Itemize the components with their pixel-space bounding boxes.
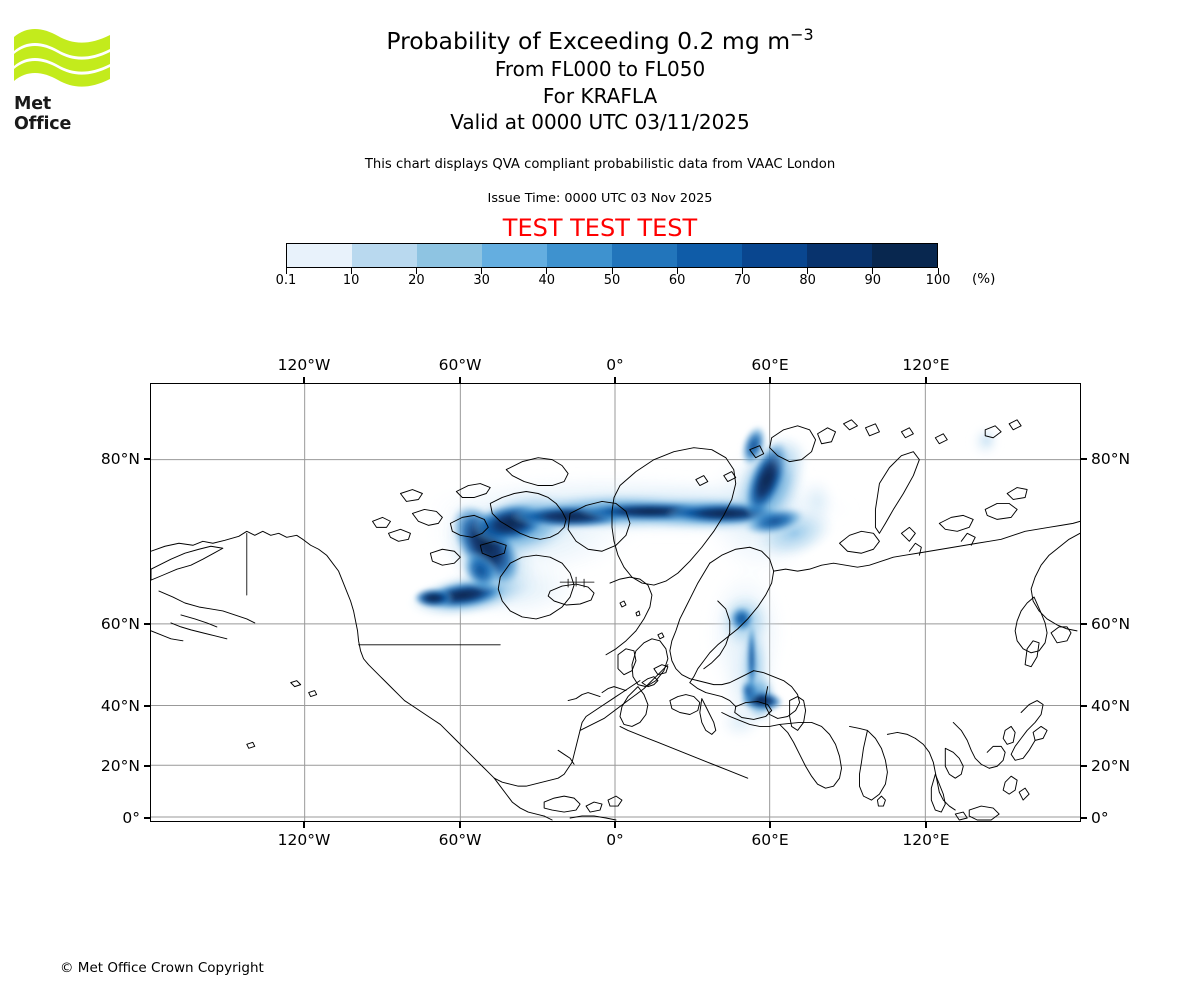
lat-tickmark-4-1	[1081, 817, 1087, 819]
colorbar-gradient	[286, 243, 938, 268]
colorbar-tick-label-4: 40	[538, 273, 556, 288]
lon-tick-label-bottom-4: 120°E	[902, 831, 950, 849]
colorbar-segment-7	[742, 244, 807, 267]
lat-tickmark-0-0	[144, 458, 150, 460]
valid-time-subtitle: Valid at 0000 UTC 03/11/2025	[450, 110, 750, 134]
lon-tick-label-bottom-1: 60°W	[438, 831, 482, 849]
lon-tickmark-1-1	[459, 822, 461, 828]
colorbar-tick-4	[546, 268, 548, 274]
colorbar-unit-label: (%)	[972, 271, 996, 287]
lat-tickmark-0-1	[1081, 458, 1087, 460]
probability-colorbar: 0.1 10 20 30 40 50 60 70 80 90 100	[276, 243, 950, 288]
lon-tick-label-top-2: 0°	[606, 356, 624, 374]
page-title: Probability of Exceeding 0.2 mg m−3	[0, 26, 1200, 56]
colorbar-segment-0	[287, 244, 352, 267]
qva-compliance-note: This chart displays QVA compliant probab…	[364, 157, 836, 172]
lat-tickmark-2-1	[1081, 705, 1087, 707]
map-gridlines	[151, 384, 1080, 821]
colorbar-tick-5	[611, 268, 613, 274]
main-title-exponent: −3	[790, 25, 814, 45]
colorbar-tick-label-7: 70	[734, 273, 751, 288]
lon-tick-label-top-1: 60°W	[438, 356, 482, 374]
lon-tickmark-1-0	[459, 377, 461, 383]
issue-time-label: Issue Time: 0000 UTC 03 Nov 2025	[487, 191, 713, 206]
colorbar-segment-4	[547, 244, 612, 267]
colorbar-tick-label-0: 0.1	[275, 273, 297, 288]
colorbar-tick-9	[872, 268, 874, 274]
colorbar-tick-6	[676, 268, 678, 274]
colorbar-tick-1	[350, 268, 352, 274]
colorbar-segment-1	[352, 244, 417, 267]
lon-tick-label-top-3: 60°E	[751, 356, 789, 374]
lon-tick-label-top-4: 120°E	[902, 356, 950, 374]
lon-tickmark-4-0	[925, 377, 927, 383]
lon-tickmark-3-0	[769, 377, 771, 383]
met-office-logo-text: Met Office	[14, 94, 72, 134]
colorbar-tick-label-1: 10	[342, 273, 360, 288]
lat-tick-label-left-4: 0°	[122, 809, 140, 827]
volcano-subtitle: For KRAFLA	[542, 83, 658, 108]
lat-tickmark-3-0	[144, 765, 150, 767]
lon-tickmark-0-0	[303, 377, 305, 383]
met-office-logo: Met Office	[14, 27, 110, 134]
colorbar-tick-label-9: 90	[864, 273, 882, 288]
lat-tickmark-2-0	[144, 705, 150, 707]
colorbar-tick-label-5: 50	[603, 273, 621, 288]
lat-tick-label-right-0: 80°N	[1091, 450, 1131, 468]
main-title-text: Probability of Exceeding 0.2 mg m	[386, 27, 791, 55]
colorbar-segment-8	[807, 244, 872, 267]
lon-tickmark-0-1	[303, 822, 305, 828]
lat-tickmark-1-0	[144, 623, 150, 625]
lon-tickmark-2-1	[614, 822, 616, 828]
colorbar-segment-2	[417, 244, 482, 267]
colorbar-segment-5	[612, 244, 677, 267]
colorbar-tick-label-2: 20	[408, 273, 425, 288]
lon-tick-label-top-0: 120°W	[277, 356, 331, 374]
lat-tick-label-right-2: 40°N	[1091, 697, 1131, 715]
colorbar-tick-label-6: 60	[668, 273, 686, 288]
test-banner: TEST TEST TEST	[502, 214, 698, 242]
colorbar-tick-2	[415, 268, 417, 274]
lat-tick-label-right-4: 0°	[1091, 809, 1109, 827]
colorbar-tick-labels: 0.1 10 20 30 40 50 60 70 80 90 100	[276, 273, 951, 291]
lat-tick-label-left-2: 40°N	[100, 697, 140, 715]
lat-tick-label-left-0: 80°N	[100, 450, 140, 468]
colorbar-tick-3	[481, 268, 483, 274]
lat-tick-label-right-1: 60°N	[1091, 615, 1131, 633]
flight-level-subtitle: From FL000 to FL050	[494, 57, 706, 81]
ash-probability-map	[150, 383, 1081, 822]
lat-tick-label-left-3: 20°N	[100, 757, 140, 775]
colorbar-segment-6	[677, 244, 742, 267]
colorbar-tick-label-8: 80	[799, 273, 816, 288]
colorbar-tick-7	[741, 268, 743, 274]
lat-tickmark-3-1	[1081, 765, 1087, 767]
lon-tickmark-3-1	[769, 822, 771, 828]
colorbar-tick-label-3: 30	[473, 273, 490, 288]
coastlines	[151, 419, 1080, 821]
colorbar-tick-8	[807, 268, 809, 274]
lon-tick-label-bottom-0: 120°W	[277, 831, 331, 849]
lat-tickmark-4-0	[144, 817, 150, 819]
colorbar-tick-label-10: 100	[925, 273, 951, 288]
map-canvas	[151, 384, 1080, 821]
lat-tick-label-left-1: 60°N	[100, 615, 140, 633]
copyright-notice: © Met Office Crown Copyright	[60, 960, 264, 976]
lon-tick-label-bottom-3: 60°E	[751, 831, 789, 849]
lon-tick-label-bottom-2: 0°	[606, 831, 624, 849]
ash-plume-field	[407, 424, 1000, 741]
lon-tickmark-4-1	[925, 822, 927, 828]
lat-tick-label-right-3: 20°N	[1091, 757, 1131, 775]
lat-tickmark-1-1	[1081, 623, 1087, 625]
colorbar-segment-9	[872, 244, 937, 267]
lon-tickmark-2-0	[614, 377, 616, 383]
met-office-wave-mark	[14, 28, 110, 87]
colorbar-ticks	[285, 268, 939, 276]
colorbar-segment-3	[482, 244, 547, 267]
colorbar-tick-10	[937, 268, 939, 274]
colorbar-tick-0	[285, 268, 287, 274]
chart-title-block: Probability of Exceeding 0.2 mg m−3 From…	[0, 26, 1200, 136]
